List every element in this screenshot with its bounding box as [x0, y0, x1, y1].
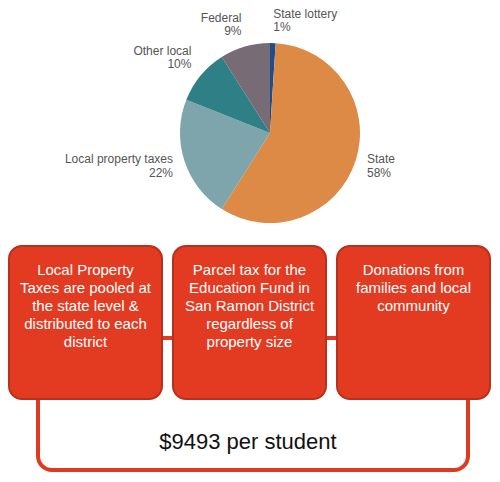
html-text:Local Property Taxes are poole: Local Property Taxes are pooled at the s…: [20, 261, 151, 350]
html-text:Parcel tax for the Education F: Parcel tax for the Education Fund in San…: [184, 261, 315, 350]
svg-text:9%: 9%: [224, 24, 242, 38]
svg-text:58%: 58%: [367, 166, 391, 180]
svg-text:22%: 22%: [149, 166, 173, 180]
svg-text:Local property taxes: Local property taxes: [65, 152, 173, 166]
svg-text:$9493 per student: $9493 per student: [159, 429, 336, 454]
svg-text:State: State: [367, 152, 395, 166]
svg-text:10%: 10%: [167, 57, 191, 71]
html-text:Donations from families and lo: Donations from families and local commun…: [356, 261, 471, 314]
svg-text:Other local: Other local: [133, 44, 191, 58]
svg-text:1%: 1%: [273, 20, 291, 34]
svg-text:Federal: Federal: [201, 11, 242, 25]
